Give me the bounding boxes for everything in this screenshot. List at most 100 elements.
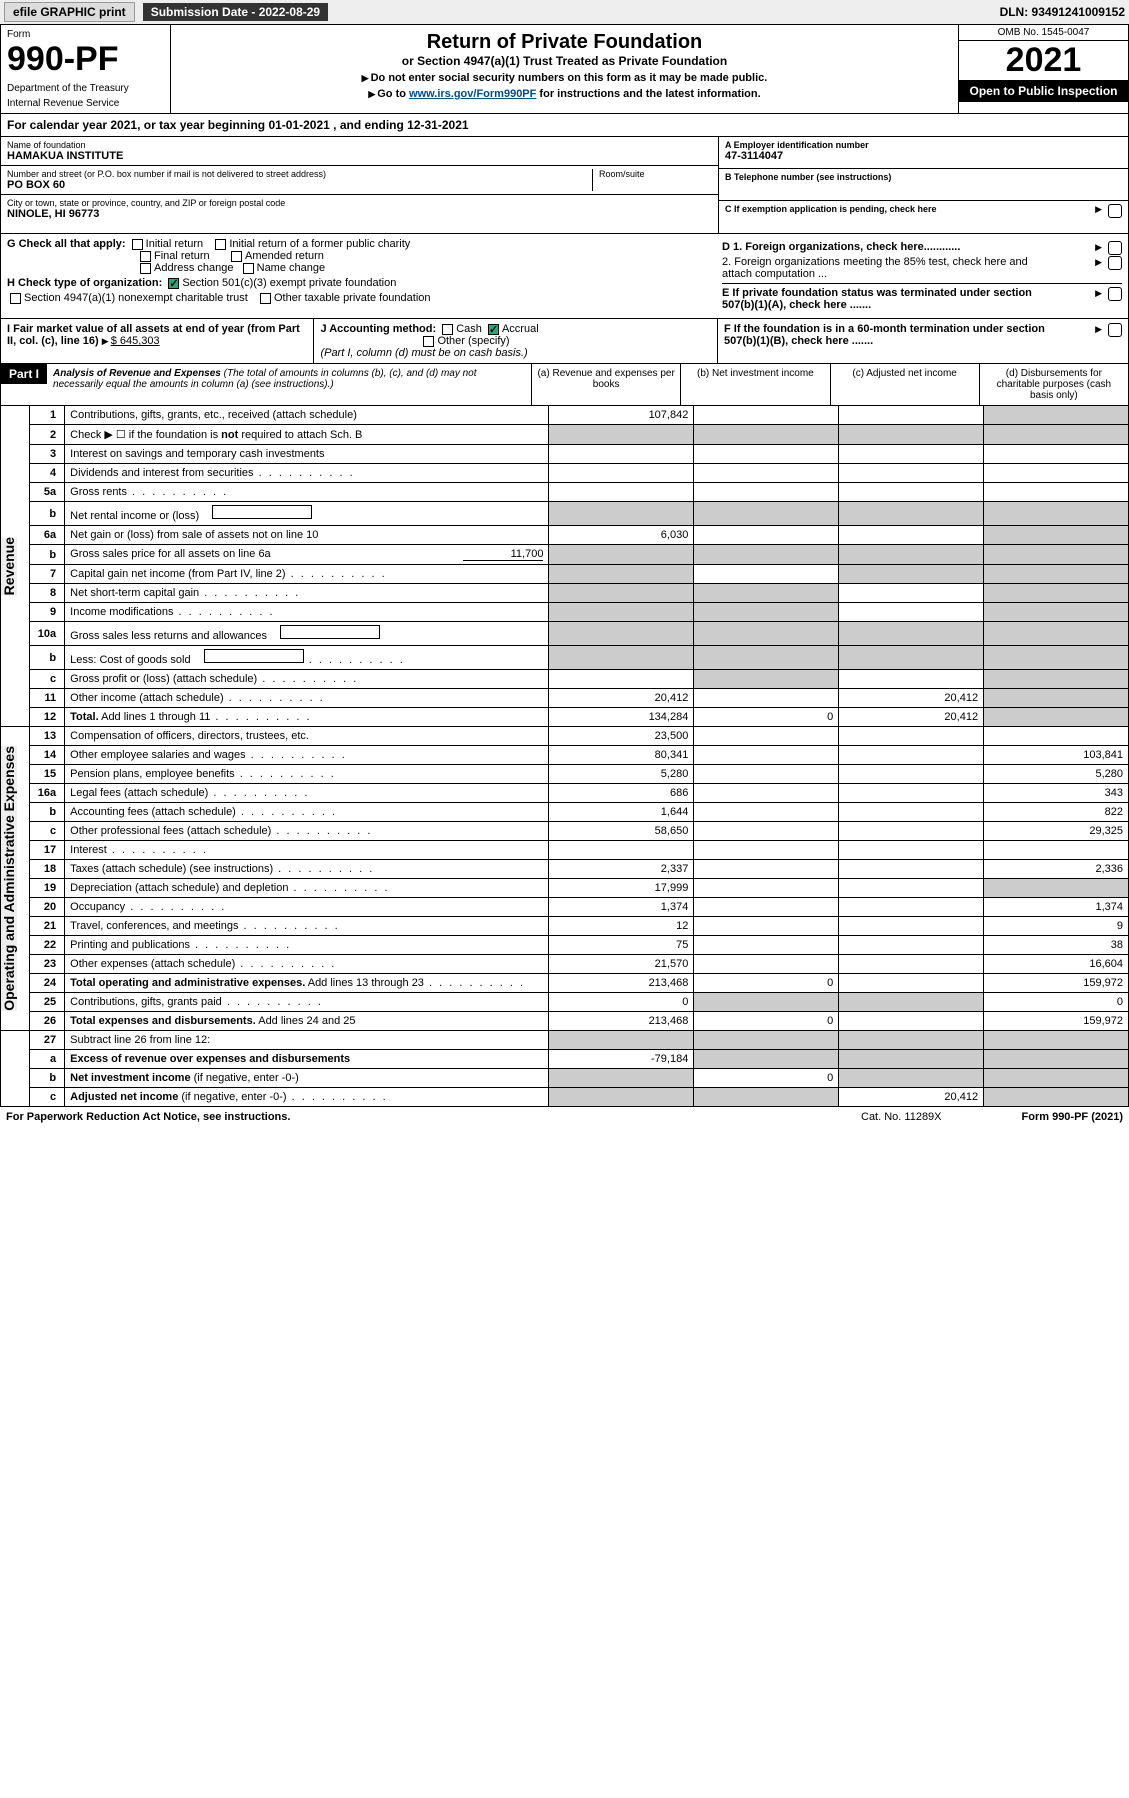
check-section-ijf: I Fair market value of all assets at end… xyxy=(0,319,1129,364)
col-b xyxy=(694,936,839,955)
table-row: 2Check ▶ ☐ if the foundation is not requ… xyxy=(1,425,1129,445)
col-b xyxy=(694,746,839,765)
chk-d1[interactable] xyxy=(1108,241,1122,255)
col-a: 107,842 xyxy=(549,406,694,425)
i-value: $ 645,303 xyxy=(111,335,160,347)
line-num: 25 xyxy=(29,993,64,1012)
opt-amended: Amended return xyxy=(245,250,324,262)
col-a: 5,280 xyxy=(549,765,694,784)
chk-amended[interactable] xyxy=(231,251,242,262)
col-a: -79,184 xyxy=(549,1050,694,1069)
col-c xyxy=(839,974,984,993)
chk-cash[interactable] xyxy=(442,324,453,335)
col-a xyxy=(549,670,694,689)
line-num: 19 xyxy=(29,879,64,898)
chk-f[interactable] xyxy=(1108,323,1122,337)
col-b xyxy=(694,1031,839,1050)
inst2-pre: Go to xyxy=(377,88,409,100)
table-row: cOther professional fees (attach schedul… xyxy=(1,822,1129,841)
col-b xyxy=(694,445,839,464)
table-row: aExcess of revenue over expenses and dis… xyxy=(1,1050,1129,1069)
col-c xyxy=(839,879,984,898)
table-row: bNet investment income (if negative, ent… xyxy=(1,1069,1129,1088)
col-d xyxy=(984,622,1129,646)
dln: DLN: 93491241009152 xyxy=(1000,5,1125,19)
col-c xyxy=(839,822,984,841)
line-label: Other income (attach schedule) xyxy=(65,689,549,708)
table-row: 6aNet gain or (loss) from sale of assets… xyxy=(1,526,1129,545)
col-a xyxy=(549,1088,694,1107)
line-label: Total expenses and disbursements. Add li… xyxy=(65,1012,549,1031)
col-d xyxy=(984,425,1129,445)
line-label: Interest xyxy=(65,841,549,860)
line-label: Other employee salaries and wages xyxy=(65,746,549,765)
section-label: Revenue xyxy=(1,406,30,727)
form-link[interactable]: www.irs.gov/Form990PF xyxy=(409,88,536,100)
line-label: Taxes (attach schedule) (see instruction… xyxy=(65,860,549,879)
form-title: Return of Private Foundation xyxy=(177,31,952,54)
table-row: 20Occupancy1,3741,374 xyxy=(1,898,1129,917)
col-b xyxy=(694,784,839,803)
chk-501c3[interactable] xyxy=(168,278,179,289)
col-d: 38 xyxy=(984,936,1129,955)
table-row: 4Dividends and interest from securities xyxy=(1,464,1129,483)
efile-print-button[interactable]: efile GRAPHIC print xyxy=(4,2,135,22)
chk-other-method[interactable] xyxy=(423,336,434,347)
chk-final[interactable] xyxy=(140,251,151,262)
chk-other-tax[interactable] xyxy=(260,293,271,304)
col-d xyxy=(984,689,1129,708)
address: PO BOX 60 xyxy=(7,179,592,191)
instruction-1: Do not enter social security numbers on … xyxy=(177,72,952,84)
col-b xyxy=(694,425,839,445)
col-c xyxy=(839,765,984,784)
col-d-hdr: (d) Disbursements for charitable purpose… xyxy=(979,364,1128,405)
line-label: Net short-term capital gain xyxy=(65,584,549,603)
city-state-zip: NINOLE, HI 96773 xyxy=(7,208,712,220)
chk-4947[interactable] xyxy=(10,293,21,304)
col-d xyxy=(984,1069,1129,1088)
open-to-public: Open to Public Inspection xyxy=(959,80,1128,102)
col-b xyxy=(694,545,839,565)
table-row: bNet rental income or (loss) xyxy=(1,502,1129,526)
table-row: cAdjusted net income (if negative, enter… xyxy=(1,1088,1129,1107)
chk-name[interactable] xyxy=(243,263,254,274)
col-c xyxy=(839,545,984,565)
line-label: Accounting fees (attach schedule) xyxy=(65,803,549,822)
line-label: Pension plans, employee benefits xyxy=(65,765,549,784)
col-a xyxy=(549,545,694,565)
line-label: Printing and publications xyxy=(65,936,549,955)
col-b xyxy=(694,822,839,841)
col-d: 5,280 xyxy=(984,765,1129,784)
chk-initial[interactable] xyxy=(132,239,143,250)
col-c xyxy=(839,646,984,670)
check-section-g: G Check all that apply: Initial return I… xyxy=(0,234,1129,319)
col-d xyxy=(984,464,1129,483)
col-b xyxy=(694,803,839,822)
chk-d2[interactable] xyxy=(1108,256,1122,270)
checkbox-c[interactable] xyxy=(1108,204,1122,218)
line-num: 4 xyxy=(29,464,64,483)
col-c xyxy=(839,1031,984,1050)
chk-e[interactable] xyxy=(1108,287,1122,301)
table-row: 11Other income (attach schedule)20,41220… xyxy=(1,689,1129,708)
col-d xyxy=(984,1088,1129,1107)
line-label: Depreciation (attach schedule) and deple… xyxy=(65,879,549,898)
col-b xyxy=(694,584,839,603)
table-row: 10aGross sales less returns and allowanc… xyxy=(1,622,1129,646)
col-b: 0 xyxy=(694,1012,839,1031)
col-c xyxy=(839,784,984,803)
col-b xyxy=(694,993,839,1012)
col-d: 9 xyxy=(984,917,1129,936)
chk-addr[interactable] xyxy=(140,263,151,274)
line-label: Net investment income (if negative, ente… xyxy=(65,1069,549,1088)
col-d: 822 xyxy=(984,803,1129,822)
chk-initial-former[interactable] xyxy=(215,239,226,250)
line-label: Total. Add lines 1 through 11 xyxy=(65,708,549,727)
ein: 47-3114047 xyxy=(725,150,1122,162)
table-row: 23Other expenses (attach schedule)21,570… xyxy=(1,955,1129,974)
chk-accrual[interactable] xyxy=(488,324,499,335)
col-a: 1,644 xyxy=(549,803,694,822)
col-c xyxy=(839,406,984,425)
col-b xyxy=(694,526,839,545)
col-d xyxy=(984,406,1129,425)
